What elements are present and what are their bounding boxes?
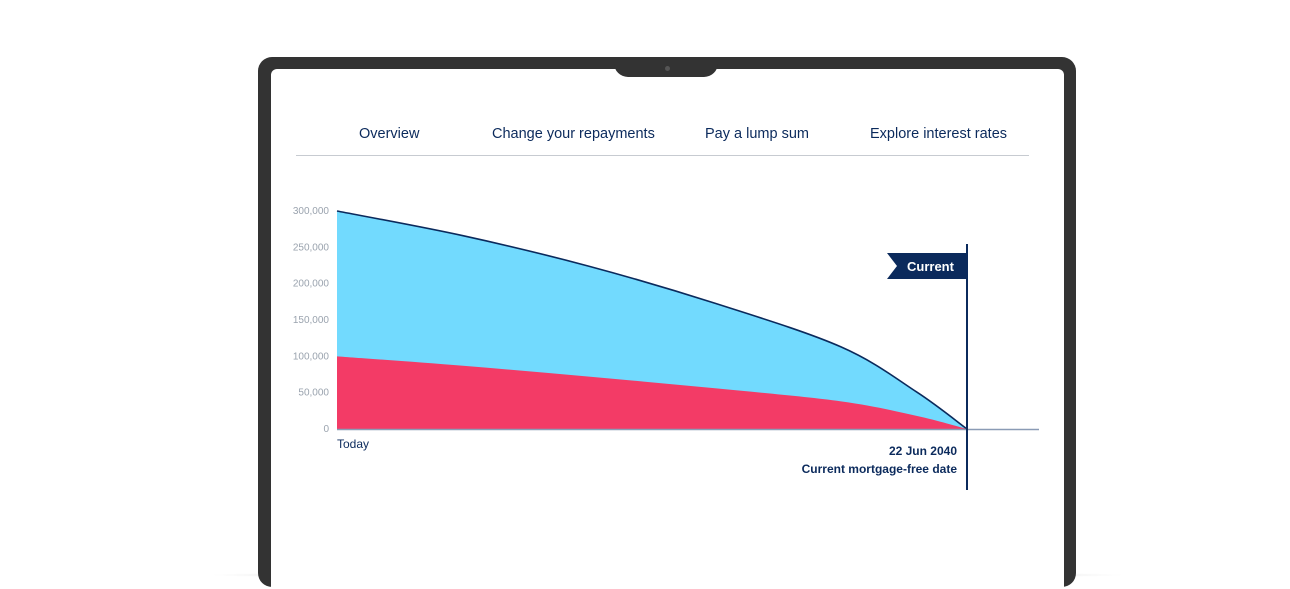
y-tick-label: 250,000 — [293, 242, 330, 253]
current-flag — [887, 253, 967, 279]
tab-change-your-repayments[interactable]: Change your repayments — [492, 126, 655, 142]
tab-explore-interest-rates[interactable]: Explore interest rates — [870, 126, 1008, 142]
mortgage-balance-chart: 0 50,000 100,000 150,000 200,000 250,000 300,0… — [293, 206, 1039, 490]
y-tick-label: 150,000 — [293, 315, 330, 326]
y-tick-label: 200,000 — [293, 279, 330, 290]
y-axis-ticks: 0 50,000 100,000 150,000 200,000 250,000 300,0… — [293, 206, 330, 435]
camera-icon — [665, 66, 670, 71]
tab-overview[interactable]: Overview — [359, 126, 420, 142]
x-tick-today: Today — [337, 437, 369, 451]
y-tick-label: 0 — [323, 424, 329, 435]
y-tick-label: 100,000 — [293, 351, 330, 362]
current-flag-label: Current — [907, 259, 955, 274]
series-total-outline — [336, 210, 968, 430]
series-interest-area — [337, 356, 967, 429]
mortgage-free-date-caption: Current mortgage-free date — [802, 462, 958, 476]
y-tick-label: 50,000 — [298, 388, 329, 399]
nav-tabs: Overview Change your repayments Pay a lu… — [296, 118, 1029, 156]
y-tick-label: 300,000 — [293, 206, 330, 217]
tab-pay-a-lump-sum[interactable]: Pay a lump sum — [705, 126, 809, 142]
mortgage-free-date: 22 Jun 2040 — [889, 444, 957, 458]
